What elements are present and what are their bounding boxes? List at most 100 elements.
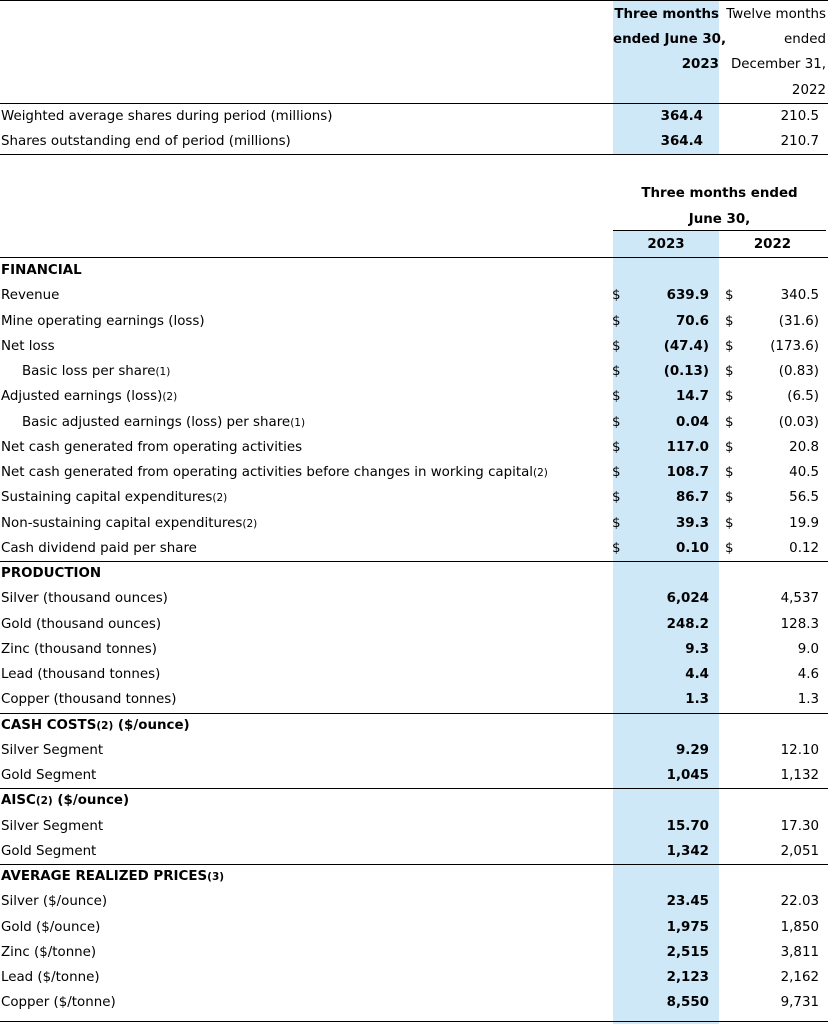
shares-header-rule	[0, 103, 828, 104]
section-title: PRODUCTION	[1, 566, 101, 581]
value-2023: 1.3	[685, 692, 709, 707]
value-2022: (173.6)	[770, 339, 819, 354]
value-2022: 17.30	[780, 819, 819, 834]
value-2023: 9.3	[685, 642, 709, 657]
main-header-group-line2: June 30,	[688, 212, 751, 227]
value-2022: 19.9	[789, 516, 819, 531]
data-row-label-text: Net cash generated from operating activi…	[1, 440, 303, 455]
footnote-marker: (2)	[162, 391, 178, 403]
currency-symbol-2023: $	[612, 389, 621, 404]
value-2022: (0.03)	[778, 415, 819, 430]
value-2022: (0.83)	[778, 364, 819, 379]
shares-row-label: Weighted average shares during period (m…	[1, 109, 333, 124]
data-row-label-text: Gold Segment	[1, 768, 97, 783]
data-row-label: Mine operating earnings (loss)	[1, 314, 205, 329]
data-row-label-text: Cash dividend paid per share	[1, 541, 197, 556]
section-title-text: FINANCIAL	[1, 263, 82, 278]
section-rule	[0, 788, 828, 789]
value-2022: (31.6)	[778, 314, 819, 329]
section-title-text: AVERAGE REALIZED PRICES	[1, 869, 208, 884]
value-2023: 4.4	[685, 667, 709, 682]
section-title: AVERAGE REALIZED PRICES(3)	[1, 869, 224, 885]
data-row-label: Non-sustaining capital expenditures(2)	[1, 516, 257, 532]
data-row-label: Zinc ($/tonne)	[1, 945, 96, 960]
data-row-label-text: Basic adjusted earnings (loss) per share	[22, 415, 291, 430]
data-row-label-text: Gold (thousand ounces)	[1, 617, 162, 632]
value-2023: 1,342	[666, 844, 709, 859]
main-header-group-line1: Three months ended	[641, 186, 798, 201]
shares-header-2023-line3: 2023	[681, 57, 719, 72]
section-title: FINANCIAL	[1, 263, 82, 278]
shares-table-bottom-rule	[0, 154, 828, 155]
footnote-marker: (1)	[155, 366, 171, 378]
value-2022: 0.12	[789, 541, 819, 556]
shares-row-value-2023: 364.4	[660, 134, 703, 149]
shares-table-top-rule	[0, 0, 828, 1]
data-row-label: Silver ($/ounce)	[1, 894, 107, 909]
value-2023: 70.6	[675, 314, 709, 329]
data-row-label: Gold Segment	[1, 844, 96, 859]
data-row-label: Net cash generated from operating activi…	[1, 465, 548, 481]
value-2023: 248.2	[666, 617, 709, 632]
data-row-label-text: Copper ($/tonne)	[1, 995, 116, 1010]
data-row-label-text: Basic loss per share	[22, 364, 156, 379]
section-title: AISC(2) ($/ounce)	[1, 793, 129, 809]
value-2023: 108.7	[666, 465, 709, 480]
data-row-label: Zinc (thousand tonnes)	[1, 642, 157, 657]
currency-symbol-2022: $	[725, 415, 734, 430]
data-row-label-text: Silver (thousand ounces)	[1, 591, 168, 606]
value-2022: (6.5)	[787, 389, 819, 404]
value-2022: 20.8	[789, 440, 819, 455]
value-2023: 39.3	[675, 516, 709, 531]
value-2022: 3,811	[780, 945, 819, 960]
value-2023: 23.45	[666, 894, 709, 909]
value-2022: 128.3	[780, 617, 819, 632]
currency-symbol-2022: $	[725, 339, 734, 354]
value-2022: 1,132	[780, 768, 819, 783]
value-2022: 4,537	[780, 591, 819, 606]
shares-row-value-2023: 364.4	[660, 109, 703, 124]
section-title-suffix: ($/ounce)	[52, 793, 130, 809]
data-row-label: Basic loss per share(1)	[22, 364, 170, 380]
data-row-label-text: Net cash generated from operating activi…	[1, 465, 534, 480]
data-row-label: Gold (thousand ounces)	[1, 617, 161, 632]
data-row-label: Silver (thousand ounces)	[1, 591, 168, 606]
shares-header-2022-line3: December 31,	[731, 57, 826, 72]
data-row-label-text: Non-sustaining capital expenditures	[1, 516, 243, 531]
shares-header-2022-line4: 2022	[791, 83, 826, 98]
currency-symbol-2023: $	[612, 288, 621, 303]
data-row-label: Cash dividend paid per share	[1, 541, 197, 556]
section-title-suffix: ($/ounce)	[113, 717, 190, 733]
value-2023: 639.9	[666, 288, 709, 303]
data-row-label-text: Revenue	[1, 288, 60, 303]
footnote-marker: (2)	[212, 492, 228, 504]
footnote-marker: (2)	[242, 518, 258, 530]
value-2023: 1,975	[666, 920, 709, 935]
data-row-label-text: Silver Segment	[1, 819, 104, 834]
shares-header-2022-line2: ended	[784, 32, 826, 47]
value-2022: 40.5	[789, 465, 819, 480]
currency-symbol-2023: $	[612, 314, 621, 329]
value-2023: 0.10	[675, 541, 709, 556]
value-2023: 8,550	[666, 995, 709, 1010]
data-row-label-text: Gold Segment	[1, 844, 97, 859]
currency-symbol-2023: $	[612, 415, 621, 430]
data-row-label-text: Silver ($/ounce)	[1, 894, 108, 909]
value-2022: 2,162	[780, 970, 819, 985]
value-2023: 2,515	[666, 945, 709, 960]
data-row-label: Copper (thousand tonnes)	[1, 692, 176, 707]
data-row-label: Lead (thousand tonnes)	[1, 667, 160, 682]
value-2023: 14.7	[675, 389, 709, 404]
shares-row-label: Shares outstanding end of period (millio…	[1, 134, 291, 149]
value-2022: 1.3	[797, 692, 819, 707]
currency-symbol-2023: $	[612, 440, 621, 455]
value-2022: 9.0	[797, 642, 819, 657]
value-2023: (0.13)	[663, 364, 709, 379]
currency-symbol-2022: $	[725, 389, 734, 404]
data-row-label: Basic adjusted earnings (loss) per share…	[22, 415, 305, 431]
data-row-label: Revenue	[1, 288, 59, 303]
currency-symbol-2022: $	[725, 440, 734, 455]
currency-symbol-2023: $	[612, 465, 621, 480]
value-2023: 86.7	[675, 490, 709, 505]
section-rule	[0, 1021, 828, 1022]
